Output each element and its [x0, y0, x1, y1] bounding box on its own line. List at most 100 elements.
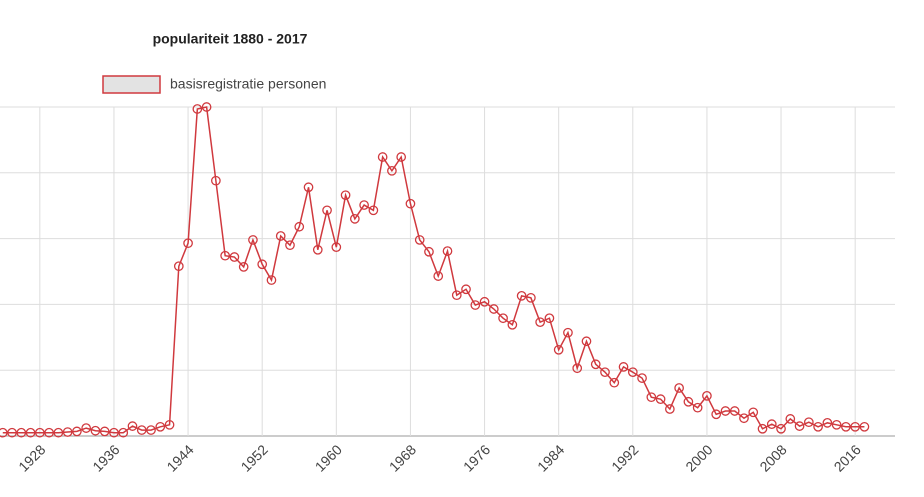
point	[349, 214, 360, 224]
point	[553, 344, 564, 355]
point	[164, 419, 175, 430]
point	[590, 359, 601, 370]
point	[275, 231, 286, 241]
point	[211, 175, 221, 186]
point	[53, 427, 64, 438]
point	[7, 427, 17, 438]
point	[118, 427, 129, 438]
point	[414, 235, 425, 245]
x-tick-label: 1928	[15, 441, 48, 474]
point	[377, 152, 388, 162]
point	[859, 421, 870, 432]
x-tick-label: 1968	[386, 441, 419, 474]
point	[155, 421, 166, 432]
point	[257, 259, 268, 270]
x-tick-label: 1944	[163, 441, 196, 474]
point	[600, 367, 610, 378]
point	[405, 198, 416, 209]
point	[220, 250, 230, 261]
point	[748, 407, 759, 418]
point	[451, 290, 462, 301]
point	[183, 238, 193, 249]
point	[396, 152, 407, 162]
line	[2, 106, 865, 434]
legend-label: basisregistratie personen	[170, 76, 326, 92]
point	[192, 104, 203, 114]
point	[803, 417, 814, 428]
point	[303, 182, 314, 193]
point	[813, 421, 823, 432]
x-tick-label: 1936	[89, 441, 122, 474]
point	[646, 392, 657, 403]
point	[627, 367, 638, 378]
point	[776, 423, 786, 434]
point	[99, 426, 110, 437]
point	[572, 363, 583, 374]
x-tick-label: 2016	[831, 441, 864, 474]
point	[368, 205, 379, 216]
point	[692, 402, 703, 413]
point	[294, 221, 305, 232]
point	[442, 246, 453, 256]
point	[720, 406, 731, 416]
point	[470, 300, 481, 310]
point	[637, 373, 647, 383]
point	[702, 391, 712, 401]
point	[757, 423, 768, 434]
point	[516, 290, 527, 301]
point	[0, 427, 8, 438]
point	[340, 190, 351, 201]
point	[850, 421, 861, 432]
point	[674, 383, 684, 393]
point	[665, 404, 675, 414]
point	[535, 317, 546, 328]
point	[359, 200, 369, 210]
point	[498, 313, 508, 324]
point	[831, 419, 842, 430]
point	[433, 271, 444, 281]
point	[173, 261, 184, 272]
point	[229, 252, 240, 262]
point	[729, 406, 740, 416]
point	[785, 414, 796, 424]
x-tick-label: 1976	[460, 441, 493, 474]
x-tick-label: 2000	[682, 441, 715, 474]
point	[711, 409, 722, 420]
point	[146, 425, 156, 435]
x-tick-label: 1992	[608, 441, 641, 474]
chart-title: populariteit 1880 - 2017	[153, 31, 308, 47]
x-tick-label: 1984	[534, 441, 567, 474]
point	[312, 244, 323, 255]
point	[526, 292, 536, 303]
point	[127, 421, 138, 431]
point	[136, 425, 147, 435]
point	[322, 205, 332, 216]
point	[44, 427, 54, 438]
x-tick-label: 1960	[312, 441, 345, 474]
point	[238, 262, 249, 272]
point	[581, 336, 592, 347]
point	[424, 246, 434, 257]
point	[479, 296, 490, 307]
point	[461, 284, 471, 295]
point	[766, 419, 777, 430]
point	[331, 242, 342, 253]
point	[387, 165, 397, 176]
point	[544, 313, 555, 324]
point	[34, 427, 45, 438]
point	[563, 327, 573, 338]
point	[822, 417, 833, 428]
x-tick-label: 2008	[756, 441, 789, 474]
point	[841, 421, 851, 432]
point	[81, 423, 92, 433]
point	[25, 427, 36, 438]
point	[248, 235, 258, 245]
point	[655, 394, 666, 405]
point	[609, 377, 620, 388]
point	[683, 396, 694, 407]
point	[62, 427, 73, 437]
point	[285, 240, 295, 251]
point	[109, 427, 119, 438]
point	[618, 362, 629, 372]
